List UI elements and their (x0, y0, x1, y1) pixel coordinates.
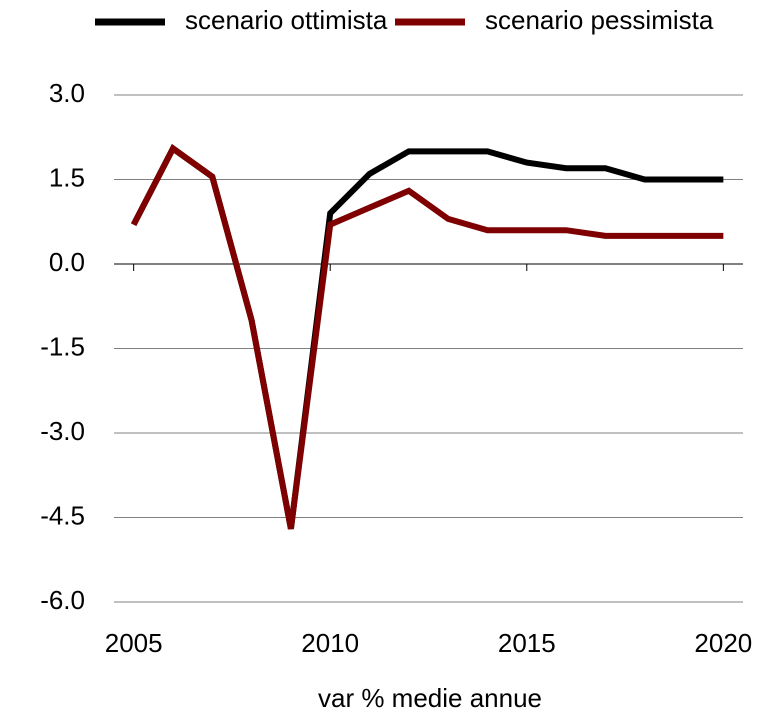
x-axis-title: var % medie annue (318, 683, 542, 713)
y-tick-label: 1.5 (49, 162, 85, 192)
x-tick-label: 2010 (301, 628, 359, 658)
y-tick-label: -1.5 (40, 331, 85, 361)
line-series (130, 144, 724, 530)
x-tick-label: 2005 (105, 628, 163, 658)
legend-label: scenario ottimista (185, 5, 388, 35)
y-tick-label: -6.0 (40, 585, 85, 615)
x-tick-label: 2020 (694, 628, 752, 658)
y-tick-label: 3.0 (49, 78, 85, 108)
y-tick-label: -3.0 (40, 416, 85, 446)
y-tick-label: 0.0 (49, 247, 85, 277)
x-tick-label: 2015 (498, 628, 556, 658)
y-tick-label: -4.5 (40, 500, 85, 530)
legend-label: scenario pessimista (485, 5, 714, 35)
